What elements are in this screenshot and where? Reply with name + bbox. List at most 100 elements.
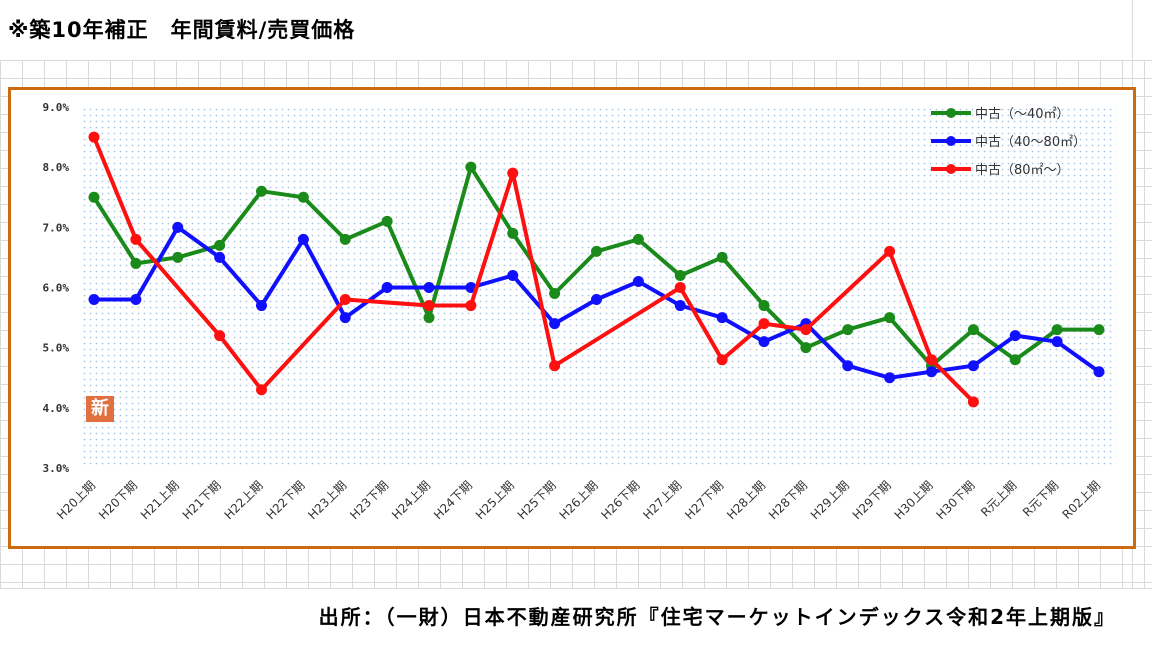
data-point[interactable] <box>214 239 226 251</box>
sheet-footer-area <box>0 588 1152 648</box>
data-point[interactable] <box>339 312 351 324</box>
data-point[interactable] <box>549 288 561 300</box>
data-point[interactable] <box>381 282 393 293</box>
data-point[interactable] <box>967 396 979 408</box>
data-point[interactable] <box>716 312 728 324</box>
new-badge: 新 <box>86 396 114 422</box>
data-point[interactable] <box>172 251 184 263</box>
data-point[interactable] <box>1093 366 1105 378</box>
data-point[interactable] <box>716 251 728 263</box>
x-tick-label: H29下期 <box>850 478 894 522</box>
data-point[interactable] <box>674 269 686 281</box>
data-point[interactable] <box>339 294 351 306</box>
data-point[interactable] <box>423 282 435 293</box>
y-tick-label: 3.0% <box>43 462 70 475</box>
chart-frame[interactable]: 9.0% 8.0% 7.0% 6.0% 5.0% 4.0% 3.0% H20上期 H20下期 H… <box>8 87 1136 549</box>
x-tick-label: H28下期 <box>766 478 810 522</box>
y-tick-label: 8.0% <box>43 161 70 174</box>
data-point[interactable] <box>1009 330 1021 342</box>
x-tick-label: H26下期 <box>598 478 642 522</box>
legend-label: 中古（40～80㎡） <box>975 135 1086 150</box>
data-point[interactable] <box>507 269 519 281</box>
x-tick-label: H25下期 <box>515 478 559 522</box>
data-point[interactable] <box>339 233 351 245</box>
x-tick-label: R02上期 <box>1060 478 1104 522</box>
x-tick-label: H21上期 <box>138 478 182 522</box>
data-point[interactable] <box>884 312 896 324</box>
legend-marker <box>946 136 956 146</box>
data-point[interactable] <box>465 161 477 173</box>
data-point[interactable] <box>214 330 226 342</box>
data-point[interactable] <box>130 257 142 269</box>
data-point[interactable] <box>967 360 979 372</box>
data-point[interactable] <box>423 312 435 324</box>
data-point[interactable] <box>1093 324 1105 336</box>
data-point[interactable] <box>926 366 937 378</box>
data-point[interactable] <box>256 300 267 312</box>
data-point[interactable] <box>88 131 100 143</box>
data-point[interactable] <box>591 294 602 306</box>
data-point[interactable] <box>507 227 519 239</box>
x-tick-label: H21下期 <box>180 478 224 522</box>
data-point[interactable] <box>297 233 309 245</box>
data-point[interactable] <box>967 324 979 336</box>
data-point[interactable] <box>842 360 854 372</box>
data-point[interactable] <box>549 318 561 330</box>
data-point[interactable] <box>674 300 686 312</box>
data-point[interactable] <box>800 342 812 354</box>
data-point[interactable] <box>758 336 770 348</box>
y-tick-label: 9.0% <box>43 101 70 114</box>
x-tick-label: H28上期 <box>724 478 768 522</box>
y-tick-label: 7.0% <box>43 221 70 234</box>
series-0 <box>88 161 1105 372</box>
data-point[interactable] <box>88 191 100 203</box>
data-point[interactable] <box>1051 324 1063 336</box>
data-point[interactable] <box>465 282 477 293</box>
data-point[interactable] <box>130 294 142 306</box>
data-point[interactable] <box>758 318 770 330</box>
x-tick-label: H20下期 <box>96 478 140 522</box>
data-point[interactable] <box>172 221 184 233</box>
data-point[interactable] <box>884 372 896 384</box>
y-tick-label: 6.0% <box>43 282 70 295</box>
data-point[interactable] <box>88 294 100 306</box>
data-point[interactable] <box>256 185 267 197</box>
data-point[interactable] <box>381 215 393 227</box>
x-tick-label: H26上期 <box>557 478 601 522</box>
x-tick-label: H25上期 <box>473 478 517 522</box>
data-point[interactable] <box>130 233 142 245</box>
line-chart: 9.0%8.0%7.0%6.0%5.0%4.0%3.0% H20上期H20下期H… <box>43 101 1116 522</box>
source-note: 出所：（一財）日本不動産研究所『住宅マーケットインデックス令和2年上期版』 <box>318 605 1116 629</box>
data-point[interactable] <box>674 282 686 293</box>
legend-label: 中古（～40㎡） <box>975 107 1070 122</box>
data-point[interactable] <box>214 251 226 263</box>
data-point[interactable] <box>632 233 644 245</box>
x-tick-label: H24下期 <box>431 478 475 522</box>
data-point[interactable] <box>632 275 644 287</box>
legend-label: 中古（80㎡～） <box>975 163 1070 178</box>
data-point[interactable] <box>507 167 519 179</box>
data-point[interactable] <box>423 300 435 312</box>
x-tick-label: H27上期 <box>640 478 684 522</box>
series-1 <box>88 221 1105 384</box>
data-point[interactable] <box>256 384 267 396</box>
y-tick-label: 4.0% <box>43 402 70 415</box>
data-point[interactable] <box>758 300 770 312</box>
data-point[interactable] <box>1009 354 1021 366</box>
x-tick-label: H30下期 <box>933 478 977 522</box>
x-tick-label: H27下期 <box>682 478 726 522</box>
data-point[interactable] <box>884 245 896 257</box>
data-point[interactable] <box>549 360 561 372</box>
data-point[interactable] <box>1051 336 1063 348</box>
x-tick-label: H29上期 <box>808 478 852 522</box>
x-tick-label: R元下期 <box>1020 478 1061 519</box>
data-point[interactable] <box>800 324 812 336</box>
data-point[interactable] <box>465 300 477 312</box>
data-point[interactable] <box>591 245 602 257</box>
x-tick-label: R元上期 <box>978 478 1019 519</box>
data-point[interactable] <box>926 354 937 366</box>
data-point[interactable] <box>297 191 309 203</box>
x-tick-label: H23下期 <box>347 478 391 522</box>
data-point[interactable] <box>842 324 854 336</box>
data-point[interactable] <box>716 354 728 366</box>
